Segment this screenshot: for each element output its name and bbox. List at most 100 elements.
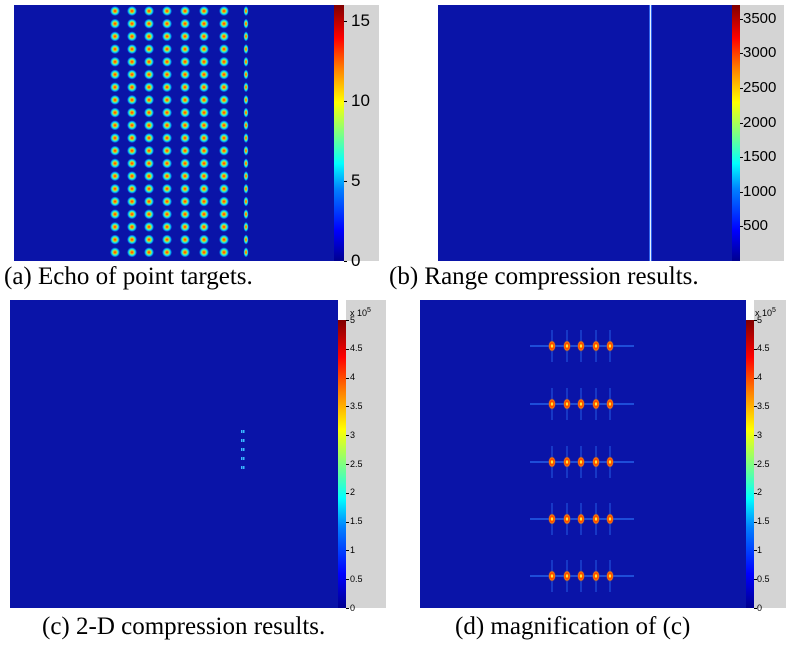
echo-target [144,247,154,258]
echo-target [162,94,172,105]
range-compressed-line-core [650,5,651,261]
echo-target [110,183,120,194]
echo-target [180,209,190,220]
focused-point [563,513,571,525]
panel-a-caption: (a) Echo of point targets. [4,263,253,290]
echo-target [162,247,172,258]
colorbar-tick-label: 4.5 [757,343,770,354]
echo-target [162,183,172,194]
echo-target [110,69,120,80]
focused-point [548,340,556,352]
colorbar-tick-label: 4 [350,372,356,383]
compressed-point [243,448,245,451]
panel-b-colorbar [732,5,740,261]
echo-target [144,209,154,220]
echo-target [110,221,120,232]
echo-target [144,56,154,67]
colorbar-tick-label: 1.5 [757,516,770,527]
echo-target [199,209,209,220]
panel-c-image [10,300,338,608]
echo-target [144,44,154,55]
echo-target [199,107,209,118]
echo-target [110,158,120,169]
compressed-point [243,466,245,469]
colorbar-tick-mark [346,377,349,379]
echo-target [219,145,229,156]
echo-target [219,183,229,194]
echo-target [162,18,172,29]
echo-target [199,247,209,258]
echo-target [243,234,249,245]
echo-target [110,6,120,16]
colorbar-tick-label: 0 [350,602,356,613]
echo-target [243,183,249,194]
echo-target [144,158,154,169]
echo-target [144,171,154,182]
colorbar-tick-label: 1 [350,545,356,555]
echo-target [127,221,137,232]
echo-target [144,69,154,80]
compressed-point [243,430,245,433]
echo-target [219,56,229,67]
echo-target [110,145,120,156]
echo-target [180,94,190,105]
echo-target [180,196,190,207]
colorbar-tick-mark [754,464,757,465]
colorbar-tick-mark [754,320,757,321]
colorbar-tick-mark [740,88,743,90]
colorbar-tick-mark [740,53,743,55]
echo-target [219,107,229,118]
colorbar-tick-mark [346,464,349,465]
echo-target [110,56,120,67]
panel-d-colorbar [746,320,754,608]
focused-point [606,513,614,525]
magnified-points-layer [530,330,634,592]
echo-target [180,171,190,182]
compressed-point [241,448,243,451]
panel-b-colorbar-labels-bg [740,5,784,261]
echo-target [219,158,229,169]
echo-target [110,247,120,258]
panel-d-colorbar-labels-bg [754,300,786,608]
echo-target [243,196,249,207]
echo-target [243,120,249,131]
colorbar-tick-label: 4.5 [350,343,363,354]
echo-target [199,6,209,16]
echo-target [243,145,249,156]
echo-target [127,196,137,207]
echo-target [110,18,120,29]
colorbar-tick-mark [346,579,349,581]
focused-point [606,570,614,582]
compressed-point [243,439,245,442]
echo-target [127,209,137,220]
echo-target [219,196,229,207]
echo-target [243,221,249,232]
echo-target [162,69,172,80]
echo-target [110,209,120,220]
echo-target [243,69,249,80]
focused-point [577,456,585,468]
echo-target [180,82,190,93]
colorbar-tick-label: 2.5 [350,458,363,469]
echo-target [243,94,249,105]
panel-c-colorbar [338,320,346,608]
focused-point [592,456,600,468]
compressed-point [241,466,243,469]
echo-target [243,18,249,29]
echo-target [219,6,229,16]
echo-target [162,56,172,67]
echo-target [144,31,154,42]
two-d-compression-layer [241,430,245,469]
echo-target [199,171,209,182]
echo-target [219,31,229,42]
echo-target [110,171,120,182]
colorbar-tick-mark [754,521,757,523]
echo-target [180,56,190,67]
focused-point [577,398,585,410]
echo-target [144,82,154,93]
echo-target [219,69,229,80]
compressed-point [241,430,243,433]
echo-target [199,69,209,80]
panel-b-image [438,5,732,261]
colorbar-tick-mark [754,550,757,552]
